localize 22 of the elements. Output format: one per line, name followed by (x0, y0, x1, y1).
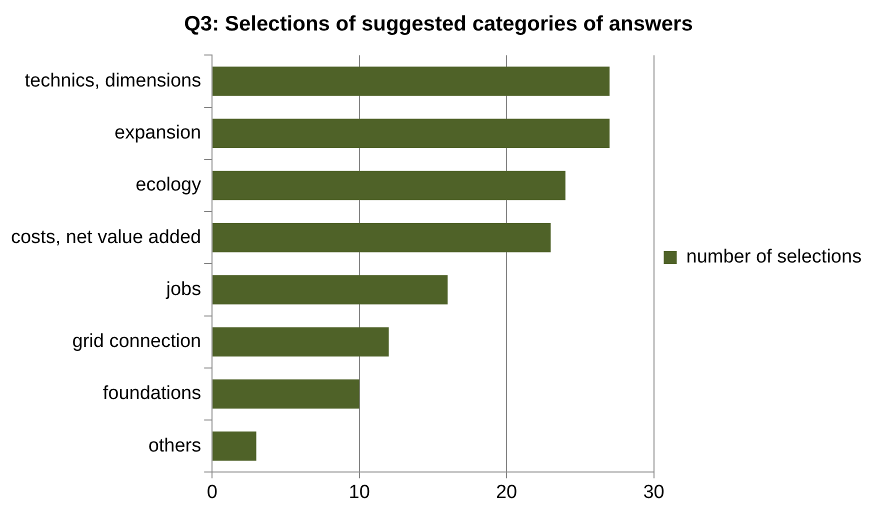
x-tick-label: 10 (348, 482, 370, 503)
x-tick-label: 0 (206, 482, 218, 503)
y-tick-label: grid connection (72, 331, 202, 352)
x-tick-label: 20 (496, 482, 518, 503)
legend-label: number of selections (686, 246, 862, 268)
chart-title: Q3: Selections of suggested categories of answers (184, 12, 693, 36)
x-tick-label: 30 (643, 482, 664, 503)
y-tick-label: ecology (136, 174, 202, 196)
y-tick-label: technics, dimensions (24, 70, 202, 92)
bar (212, 66, 610, 96)
bar (212, 223, 551, 252)
bar (212, 118, 610, 148)
y-tick-label: others (148, 435, 202, 456)
y-tick-label: costs, net value added (10, 226, 202, 248)
bar (212, 275, 448, 304)
y-tick-label: jobs (165, 278, 202, 300)
y-tick-label: foundations (102, 383, 202, 404)
bar (212, 432, 256, 461)
bar (212, 327, 389, 356)
y-tick-label: expansion (114, 122, 202, 144)
bar (212, 170, 566, 200)
bar (212, 379, 360, 409)
